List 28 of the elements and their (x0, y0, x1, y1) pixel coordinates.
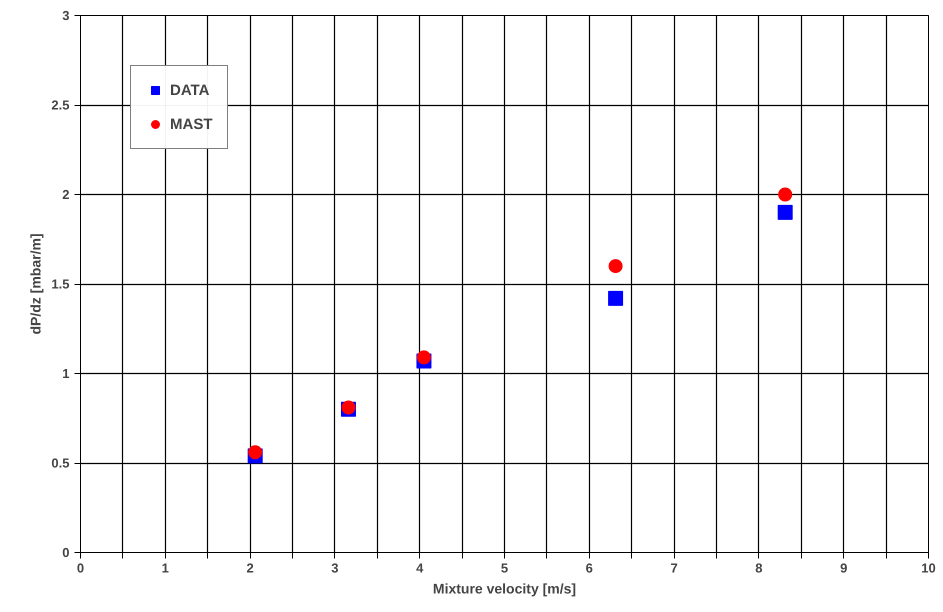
x-tick-label: 10 (921, 560, 936, 576)
y-tick-label: 1 (62, 366, 70, 381)
x-tick-label: 2 (246, 560, 254, 576)
y-tick-label: 3 (62, 8, 70, 23)
x-axis-title: Mixture velocity [m/s] (432, 580, 576, 596)
x-tick-label: 7 (670, 560, 678, 576)
y-tick-label: 2.5 (51, 98, 70, 112)
point (608, 290, 624, 306)
y-tick-label: 0 (62, 545, 70, 560)
x-tick-label: 6 (586, 560, 593, 576)
legend-label: DATA (170, 82, 210, 98)
y-tick-label: 1.5 (51, 276, 70, 292)
y-tick-label: 2 (62, 187, 70, 202)
x-tick-label: 4 (416, 560, 424, 576)
y-tick-label: 0.5 (51, 456, 70, 470)
point (416, 350, 431, 364)
x-tick-label: 9 (840, 560, 848, 576)
x-tick-label: 5 (500, 560, 508, 576)
legend-label: MAST (170, 116, 212, 132)
point (248, 445, 262, 460)
x-tick-label: 3 (331, 560, 339, 576)
x-tick-label: 0 (76, 560, 84, 576)
x-tick-label: 1 (162, 560, 169, 576)
x-tick-label: 8 (755, 560, 763, 576)
point (778, 204, 793, 220)
point (778, 188, 792, 202)
point (608, 259, 623, 274)
y-axis-title: dP/dz [mbar/m] (27, 233, 44, 335)
